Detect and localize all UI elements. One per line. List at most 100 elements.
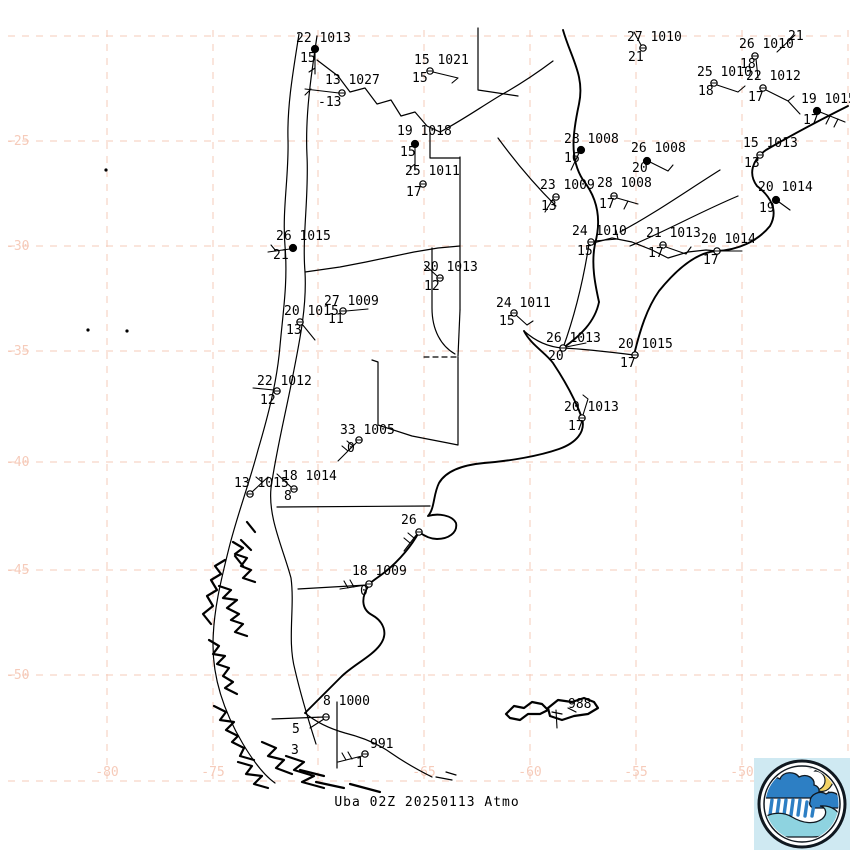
border-pilcomayo — [439, 60, 554, 133]
coastline-argentina — [304, 330, 584, 714]
station-temp-pressure: 24 1011 — [496, 296, 551, 311]
fjords-6 — [201, 558, 227, 626]
station-dewpoint: 17 — [703, 253, 719, 268]
station-dewpoint: 17 — [648, 246, 664, 261]
tdf-islands-3 — [298, 768, 382, 794]
station-dewpoint: 20 — [632, 161, 648, 176]
station-temp-pressure: 24 1010 — [572, 224, 627, 239]
latlon-grid: -25-30-35-40-45-50-80 -75 -65 -60 -55 -50 — [6, 30, 849, 784]
wind-barb — [565, 342, 587, 348]
station-marker — [771, 195, 781, 205]
wind-barb — [515, 314, 534, 326]
border-uruguay-north — [588, 237, 718, 259]
wind-barb — [633, 31, 642, 46]
station-dewpoint: 17 — [406, 185, 422, 200]
lon-label: -50 — [730, 765, 753, 780]
lat-label: -50 — [6, 668, 29, 683]
fjords-3 — [207, 638, 239, 696]
wind-barb — [765, 89, 801, 115]
wind-barb — [716, 84, 746, 93]
station-temp-pressure: 20 1015 — [618, 337, 673, 352]
station-temp-pressure: 26 — [401, 513, 417, 528]
cloud-icon-right — [808, 791, 839, 809]
tdf-islands-1 — [260, 740, 294, 776]
wind-barb — [337, 440, 358, 462]
wind-barb — [308, 51, 316, 75]
station-dewpoint: 12 — [424, 279, 440, 294]
tdf-islands-2 — [284, 754, 326, 790]
border-north — [316, 59, 441, 133]
border-andes — [270, 35, 318, 745]
border-chubut — [297, 584, 368, 590]
station-temp-pressure: 25 1011 — [405, 164, 460, 179]
lat-label: -30 — [6, 239, 29, 254]
rain-icon — [768, 798, 816, 818]
station-dewpoint: 21 — [273, 248, 289, 263]
station-marker — [576, 145, 586, 155]
station-dewpoint: 20 — [548, 349, 564, 364]
staten-island — [435, 771, 457, 781]
station-dewpoint: -13 — [318, 95, 341, 110]
lon-label: -55 — [624, 765, 647, 780]
station-temp-pressure: 28 1008 — [564, 132, 619, 147]
station-temp-pressure: 26 1013 — [546, 331, 601, 346]
station-temp-pressure: 5 — [292, 722, 300, 737]
border-rio-negro — [276, 505, 431, 508]
station-marker — [288, 243, 298, 253]
border-misiones-1 — [619, 169, 721, 233]
wind-barb — [251, 476, 269, 493]
station-temp-pressure: 18 1009 — [352, 564, 407, 579]
wind-barb — [755, 58, 759, 79]
wind-barb — [252, 387, 275, 391]
border-province-2 — [429, 131, 461, 159]
coastline-brazil — [633, 105, 849, 356]
border-top — [477, 27, 519, 97]
fjords-1 — [231, 540, 257, 584]
station-dewpoint: 17 — [803, 113, 819, 128]
island-dot-3 — [125, 329, 129, 333]
lon-label: -80 — [95, 765, 118, 780]
station-dewpoint: 21 — [628, 50, 644, 65]
magellan-line — [271, 716, 325, 720]
station-temp-pressure: 27 1010 — [627, 30, 682, 45]
wind-barb — [778, 201, 791, 211]
wind-barb — [409, 147, 416, 171]
wind-barb — [649, 161, 674, 172]
logo — [754, 758, 850, 850]
station-temp-pressure: 13 1015 — [234, 476, 289, 491]
station-dewpoint: 17 — [568, 419, 584, 434]
logo-inner-ring — [763, 765, 841, 843]
lat-label: -40 — [6, 455, 29, 470]
wind-barb — [337, 751, 363, 763]
station-dewpoint: 13 — [541, 199, 557, 214]
station-temp-pressure: 26 1015 — [276, 229, 331, 244]
station-temp-pressure: 20 1013 — [423, 260, 478, 275]
island-dot-1 — [104, 168, 108, 172]
border-province-5 — [497, 137, 557, 207]
station-dewpoint: 15 — [400, 145, 416, 160]
station-dewpoint: 17 — [599, 197, 615, 212]
wind-barb — [819, 111, 846, 128]
lon-label: -75 — [201, 765, 224, 780]
station-temp-pressure: 20 1013 — [564, 400, 619, 415]
map-outline — [86, 27, 849, 794]
wind-barb — [665, 246, 692, 255]
wind-barb — [339, 579, 367, 590]
station-dewpoint: 12 — [260, 393, 276, 408]
station-dewpoint: 0 — [347, 441, 355, 456]
station-temp-pressure: 13 1027 — [325, 73, 380, 88]
lat-label: -25 — [6, 134, 29, 149]
station-dewpoint: 17 — [748, 90, 764, 105]
station-dewpoint: 15 — [577, 244, 593, 259]
wind-barb — [544, 198, 554, 213]
lat-label: -45 — [6, 563, 29, 578]
wind-barb — [301, 323, 316, 341]
station-temp-pressure: 20 1014 — [758, 180, 813, 195]
station-temp-pressure: 15 1021 — [414, 53, 469, 68]
falkland-east — [546, 696, 600, 722]
border-province-3 — [457, 309, 461, 357]
station-temp-pressure: 991 — [370, 737, 393, 752]
